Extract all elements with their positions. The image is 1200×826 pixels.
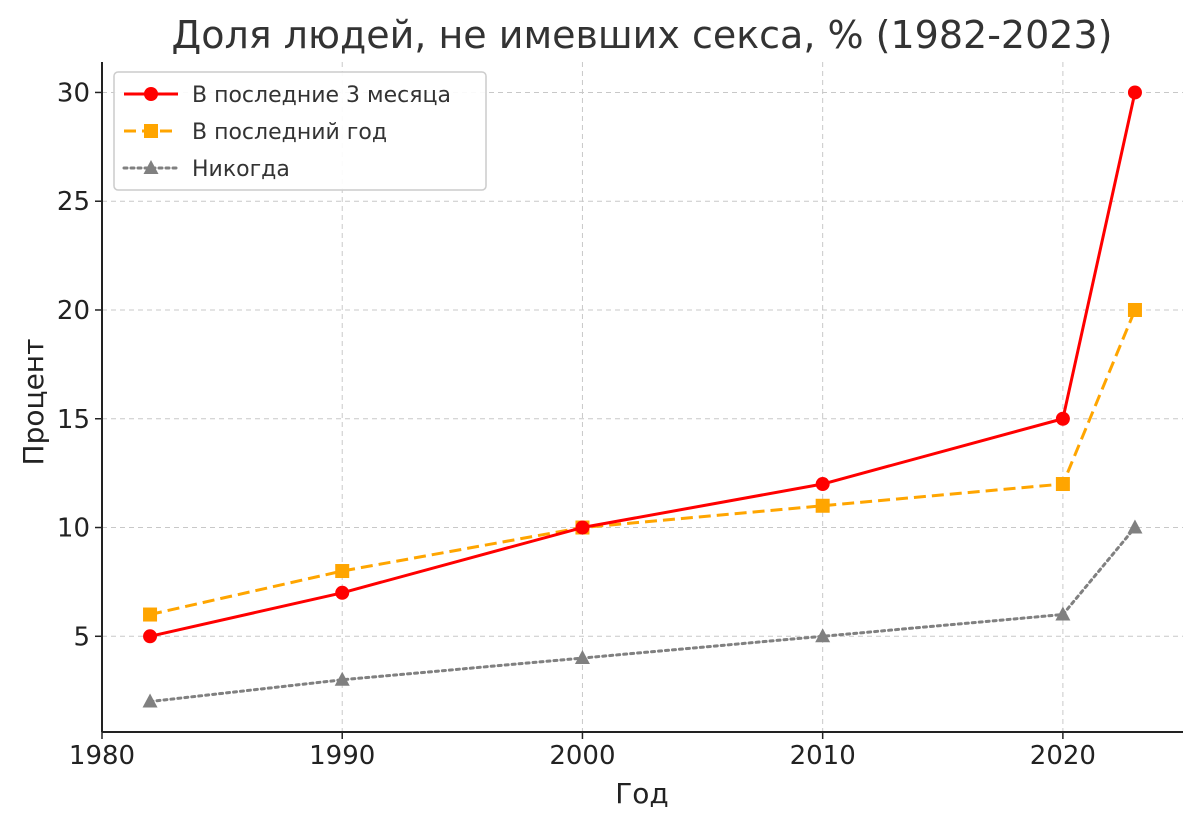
data-point-triangle — [334, 671, 350, 686]
square-marker-icon — [144, 124, 158, 138]
y-tick-label: 15 — [57, 405, 90, 435]
circle-marker-icon — [144, 87, 158, 101]
data-point-circle — [1127, 85, 1142, 100]
data-point-square — [335, 564, 350, 579]
series-line-square — [149, 309, 1137, 616]
y-tick-label: 10 — [57, 514, 90, 544]
legend-item: В последние 3 месяца — [124, 83, 451, 108]
chart-title: Доля людей, не имевших секса, % (1982-20… — [172, 13, 1113, 57]
data-point-circle — [815, 477, 830, 492]
data-point-circle — [575, 520, 590, 535]
legend: В последние 3 месяца В последний год Никог… — [113, 71, 487, 191]
data-point-circle — [143, 629, 158, 644]
data-point-circle — [1055, 411, 1070, 426]
data-point-triangle — [1127, 519, 1143, 534]
data-point-square — [1127, 302, 1142, 317]
axes — [101, 62, 1183, 733]
y-tick-label: 30 — [57, 78, 90, 108]
data-point-triangle — [1055, 606, 1071, 621]
series-line-triangle — [148, 526, 1137, 704]
legend-label: В последние 3 месяца — [192, 83, 451, 108]
data-point-triangle — [574, 650, 590, 665]
x-tick-label: 1990 — [309, 741, 375, 771]
triangle-marker-icon — [143, 160, 159, 174]
x-tick-label: 2000 — [549, 741, 615, 771]
data-point-square — [815, 498, 830, 513]
legend-label: Никогда — [192, 157, 290, 182]
data-point-triangle — [142, 693, 158, 708]
y-tick-label: 25 — [57, 187, 90, 217]
series-triangle — [142, 519, 1143, 708]
legend-item: Никогда — [122, 157, 290, 182]
data-point-square — [143, 607, 158, 622]
x-axis-label: Год — [615, 777, 669, 810]
y-axis-ticks: 5 10 15 20 25 30 — [57, 78, 102, 652]
x-tick-label: 2020 — [1030, 741, 1096, 771]
x-tick-label: 1980 — [69, 741, 135, 771]
x-axis-ticks: 1980 1990 2000 2010 2020 — [69, 732, 1096, 771]
legend-item: В последний год — [124, 120, 387, 145]
legend-label: В последний год — [192, 120, 387, 145]
series-circle — [143, 85, 1142, 644]
x-tick-label: 2010 — [790, 741, 856, 771]
y-tick-label: 5 — [73, 622, 90, 652]
data-point-square — [1055, 477, 1070, 492]
legend-box — [113, 71, 487, 191]
series-square — [143, 302, 1142, 622]
series-line-circle — [149, 92, 1137, 638]
data-point-circle — [335, 585, 350, 600]
series-group — [142, 85, 1143, 708]
y-tick-label: 20 — [57, 296, 90, 326]
y-axis-label: Процент — [17, 339, 50, 466]
data-point-triangle — [815, 628, 831, 643]
